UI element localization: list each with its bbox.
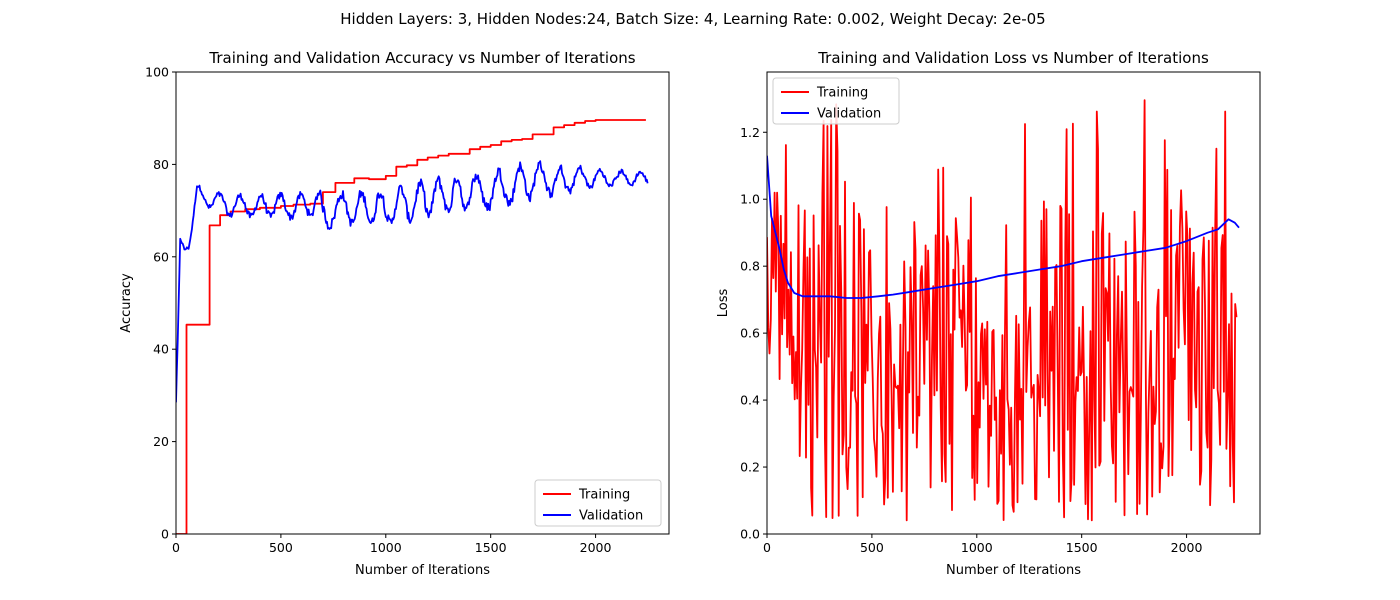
accuracy-series-validation-line (176, 160, 649, 403)
accuracy-axes-frame (175, 71, 670, 535)
loss-y-tick-label: 0.0 (740, 527, 760, 542)
loss-series-validation-line (767, 155, 1240, 299)
accuracy-x-tick-label: 2000 (580, 540, 612, 555)
figure-suptitle: Hidden Layers: 3, Hidden Nodes:24, Batch… (340, 10, 1045, 28)
accuracy-y-tick-label: 60 (153, 249, 169, 264)
accuracy-x-tick-label: 1500 (475, 540, 507, 555)
loss-x-tick-label: 1500 (1066, 540, 1098, 555)
loss-x-tick-label: 0 (763, 540, 771, 555)
accuracy-y-tick-label: 20 (153, 434, 169, 449)
accuracy-y-tick-label: 80 (153, 157, 169, 172)
loss-legend: Training Validation (772, 77, 900, 125)
accuracy-legend: Training Validation (534, 479, 662, 527)
loss-chart-title: Training and Validation Loss vs Number o… (817, 49, 1209, 67)
loss-axes-frame (766, 71, 1261, 535)
loss-legend-label-training: Training (816, 86, 868, 101)
accuracy-x-tick-label: 1000 (370, 540, 402, 555)
loss-x-axis-label: Number of Iterations (946, 563, 1081, 578)
loss-series-training-line (767, 99, 1238, 522)
accuracy-legend-label-validation: Validation (579, 509, 643, 524)
loss-x-tick-label: 500 (860, 540, 884, 555)
accuracy-x-tick-label: 0 (172, 540, 180, 555)
accuracy-y-tick-label: 40 (153, 342, 169, 357)
accuracy-x-axis-label: Number of Iterations (355, 563, 490, 578)
accuracy-data-area (176, 119, 649, 534)
accuracy-x-tick-label: 500 (269, 540, 293, 555)
loss-y-tick-label: 0.2 (740, 460, 760, 475)
loss-y-axis-label: Loss (716, 289, 731, 318)
loss-y-tick-label: 0.6 (740, 326, 760, 341)
accuracy-y-axis-label: Accuracy (119, 273, 134, 333)
loss-data-area (767, 99, 1240, 522)
loss-y-tick-label: 0.8 (740, 259, 760, 274)
accuracy-y-tick-label: 100 (145, 65, 169, 80)
loss-x-tick-label: 2000 (1171, 540, 1203, 555)
loss-y-tick-label: 1.2 (740, 125, 760, 140)
loss-x-tick-label: 1000 (961, 540, 993, 555)
loss-legend-label-validation: Validation (817, 107, 881, 122)
loss-y-tick-label: 0.4 (740, 393, 760, 408)
loss-chart: Training and Validation Loss vs Number o… (716, 49, 1261, 578)
accuracy-series-training-line (176, 119, 646, 534)
accuracy-legend-label-training: Training (578, 488, 630, 503)
accuracy-chart-title: Training and Validation Accuracy vs Numb… (208, 49, 635, 67)
accuracy-chart: Training and Validation Accuracy vs Numb… (119, 49, 670, 578)
loss-y-tick-label: 1.0 (740, 192, 760, 207)
accuracy-y-tick-label: 0 (161, 527, 169, 542)
